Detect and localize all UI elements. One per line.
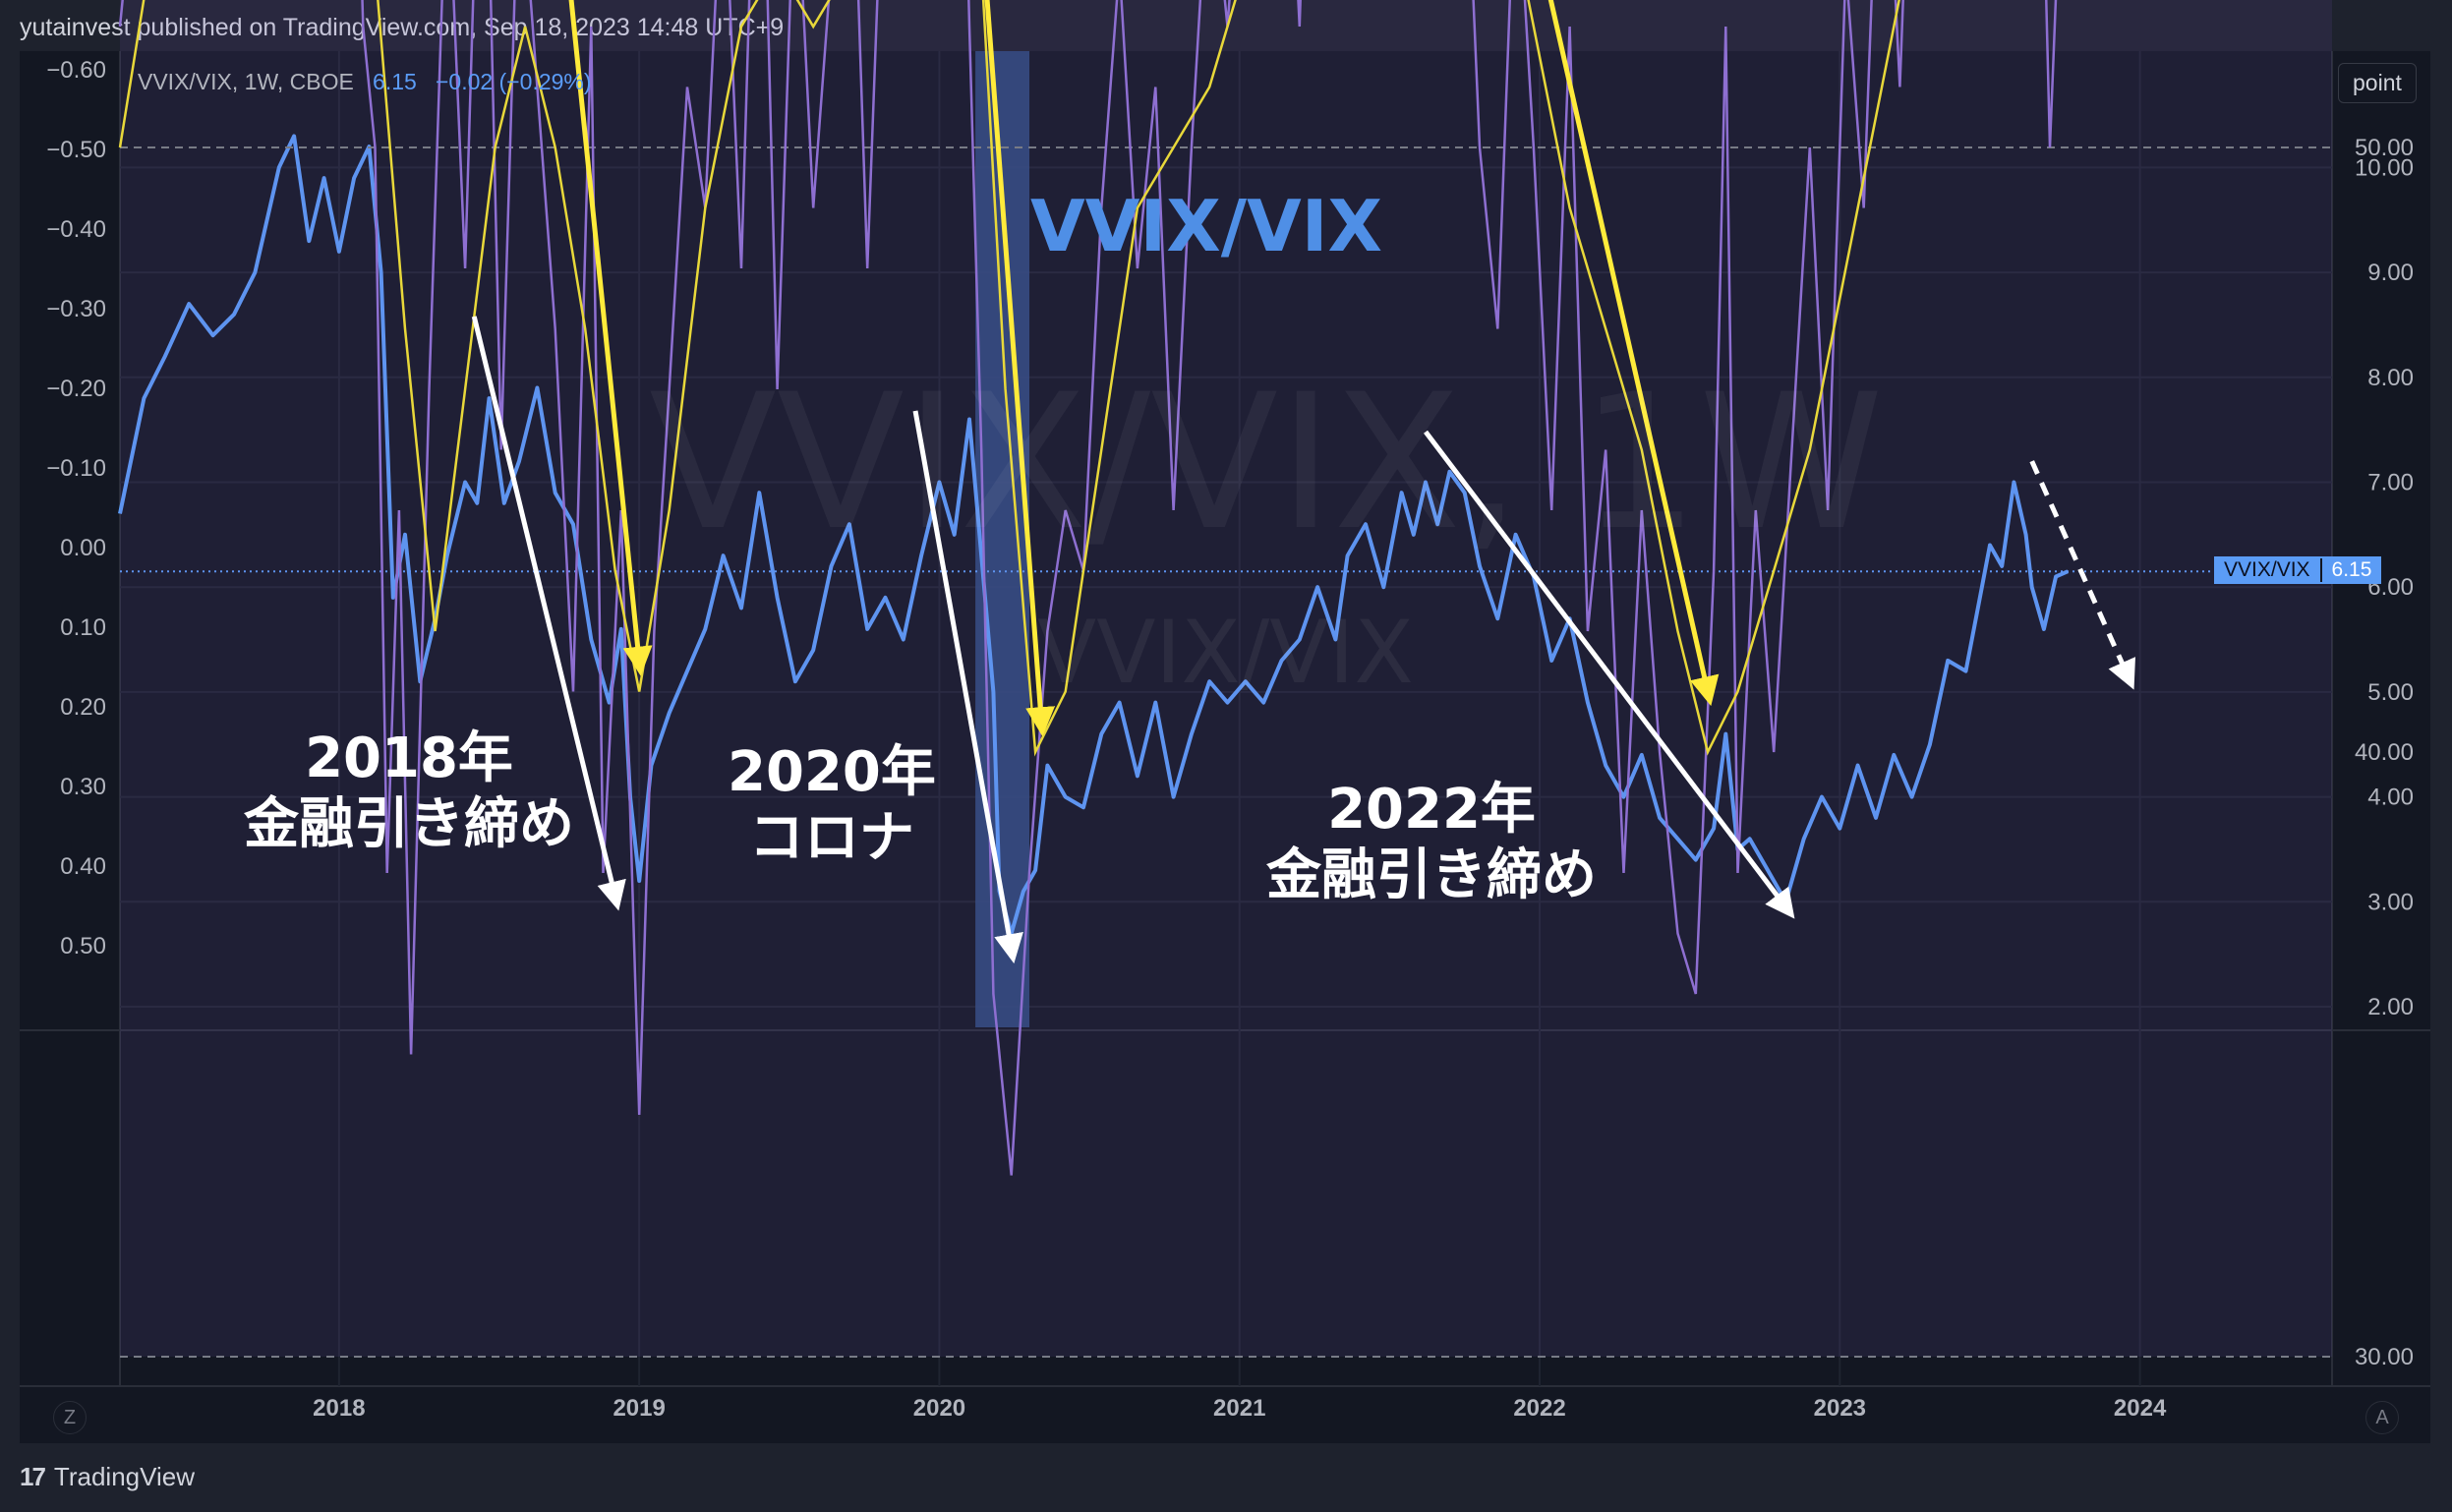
legend-change: −0.02 (−0.29%) [435,69,592,94]
annotation-2018: 2018年 金融引き締め [244,726,574,857]
footer-brand: 17 TradingView [20,1462,195,1492]
y-tick-label-left: −0.20 [46,376,106,402]
y-tick-label-left: 0.10 [60,614,106,641]
white-arrow-2020 [912,410,1023,964]
annotation-2022-text: 金融引き締め [1266,843,1597,908]
symbol-watermark: VVIX/VIX, 1W [649,354,1884,571]
auto-scale-button[interactable]: A [2365,1401,2399,1434]
rsi-tick-label: 30.00 [2355,1344,2414,1370]
rsi-ma-line [118,0,1900,757]
rsi-tick-label: 40.00 [2355,739,2414,766]
y-tick-label-right: 8.00 [2367,365,2414,391]
annotation-2020: 2020年 コロナ [728,739,936,871]
white-arrow-2018 [471,316,626,911]
price-badge-name: VVIX/VIX [2224,558,2310,581]
annotation-2022: 2022年 金融引き締め [1266,777,1597,908]
y-tick-label-left: 0.20 [60,694,106,721]
x-tick-label: 2021 [1213,1395,1265,1422]
rsi-tick-label: 50.00 [2355,135,2414,161]
y-tick-label-right: 5.00 [2367,679,2414,706]
y-tick-label-right: 4.00 [2367,785,2414,811]
chart-frame[interactable] [20,51,2430,1443]
y-tick-label-right: 9.00 [2367,260,2414,286]
x-tick-label: 2020 [913,1395,965,1422]
y-tick-label-left: −0.30 [46,296,106,322]
legend-last-value: 6.15 [373,69,417,94]
legend-symbol: VVIX/VIX, 1W, CBOE [138,69,354,94]
yellow-arrow-2020 [984,0,1056,737]
zoom-reset-button[interactable]: Z [53,1401,87,1434]
white-arrow-2022 [1424,430,1795,919]
series-legend[interactable]: VVIX/VIX, 1W, CBOE 6.15 −0.02 (−0.29%) [138,69,592,95]
yellow-arrow-2022 [1547,0,1720,707]
y-tick-label-left: 0.50 [60,933,106,960]
y-tick-label-left: −0.50 [46,137,106,163]
y-tick-label-right: 3.00 [2367,889,2414,915]
footer-brand-name: TradingView [53,1462,195,1491]
y-tick-label-right: 10.00 [2355,154,2414,181]
x-tick-label: 2023 [1814,1395,1866,1422]
rsi-band-fill [120,0,2332,1357]
yellow-arrow-2018 [568,0,653,676]
white-dashed-arrow-2023 [2029,460,2135,690]
tradingview-logo-icon: 17 [20,1462,46,1491]
published-header: yutainvest published on TradingView.com,… [20,14,785,41]
y-tick-label-right: 7.00 [2367,470,2414,496]
y-tick-label-left: 0.40 [60,853,106,880]
annotation-2020-year: 2020年 [728,740,936,804]
y-tick-label-right: 2.00 [2367,994,2414,1020]
y-tick-label-left: 0.30 [60,774,106,800]
x-tick-label: 2018 [313,1395,365,1422]
x-tick-label: 2019 [613,1395,665,1422]
symbol-watermark-small: VVIX/VIX [1037,602,1414,703]
last-price-badge: VVIX/VIX 6.15 [2214,556,2382,584]
chart-title-label: VVIX/VIX [1030,185,1383,267]
price-unit-button[interactable]: point [2338,63,2417,103]
y-tick-label-left: −0.10 [46,455,106,482]
annotation-2018-text: 金融引き締め [244,792,574,857]
x-tick-label: 2022 [1513,1395,1565,1422]
x-tick-label: 2024 [2114,1395,2167,1422]
y-tick-label-left: 0.00 [60,535,106,561]
y-tick-label-left: −0.40 [46,216,106,243]
y-tick-label-left: −0.60 [46,57,106,84]
annotation-2020-text: コロナ [748,806,914,871]
annotation-2022-year: 2022年 [1327,778,1536,842]
annotation-2018-year: 2018年 [305,727,513,790]
price-badge-value: 6.15 [2319,558,2382,582]
vvix-vix-line [118,134,2070,936]
